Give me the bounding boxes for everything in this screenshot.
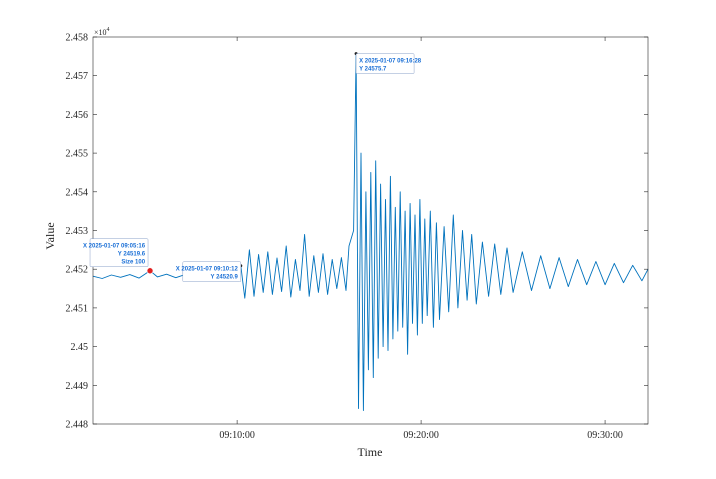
y-tick-label-0: 2.448 bbox=[66, 420, 89, 431]
y-tick-label-3: 2.451 bbox=[66, 303, 89, 314]
datatip-2-box bbox=[182, 261, 242, 282]
datatip-1: X 2025-01-07 09:05:16 Y 24519.6 Size 100 bbox=[83, 238, 154, 275]
datatip-2-line-1: X 2025-01-07 09:10:12 bbox=[176, 267, 239, 273]
y-tick-label-6: 2.454 bbox=[66, 187, 89, 198]
y-axis-label: Value bbox=[43, 222, 57, 249]
datatip-1-box bbox=[89, 238, 149, 267]
plot-area bbox=[92, 53, 649, 411]
y-tick-label-7: 2.455 bbox=[66, 149, 89, 160]
x-axis-label: Time bbox=[358, 445, 383, 459]
datatip-3: X 2025-01-07 09:16:28 Y 24575.7 bbox=[354, 52, 422, 74]
y-exponent-label: ×104 bbox=[94, 27, 110, 37]
datatip-1-line-2: Y 24519.6 bbox=[118, 252, 146, 258]
datatip-1-marker bbox=[146, 267, 154, 275]
x-tick-label-2: 09:30:00 bbox=[587, 430, 623, 441]
datatip-3-line-2: Y 24575.7 bbox=[359, 67, 387, 73]
x-tick-label-0: 09:10:00 bbox=[219, 430, 255, 441]
datatip-2-line-2: Y 24520.9 bbox=[211, 275, 239, 281]
y-tick-label-4: 2.452 bbox=[66, 265, 89, 276]
y-tick-label-5: 2.453 bbox=[66, 226, 89, 237]
y-tick-label-9: 2.457 bbox=[66, 71, 89, 82]
y-exponent-base: ×10 bbox=[94, 28, 107, 37]
y-exponent-power: 4 bbox=[107, 27, 110, 33]
y-tick-label-10: 2.458 bbox=[66, 33, 89, 44]
y-tick-label-1: 2.449 bbox=[66, 381, 89, 392]
y-tick-label-8: 2.456 bbox=[66, 110, 89, 121]
datatip-1-line-3: Size 100 bbox=[121, 260, 145, 266]
series-line-1 bbox=[92, 53, 649, 411]
datatip-2: X 2025-01-07 09:10:12 Y 24520.9 bbox=[176, 261, 243, 282]
y-tick-label-2: 2.45 bbox=[71, 342, 89, 353]
datatip-1-line-1: X 2025-01-07 09:05:16 bbox=[83, 244, 146, 250]
datatip-3-box bbox=[355, 53, 415, 74]
axes: 2.448 2.449 2.45 2.451 2.452 2.453 2.454 2.455 2… bbox=[66, 33, 649, 441]
x-tick-label-1: 09:20:00 bbox=[403, 430, 439, 441]
datatip-3-line-1: X 2025-01-07 09:16:28 bbox=[359, 59, 422, 65]
